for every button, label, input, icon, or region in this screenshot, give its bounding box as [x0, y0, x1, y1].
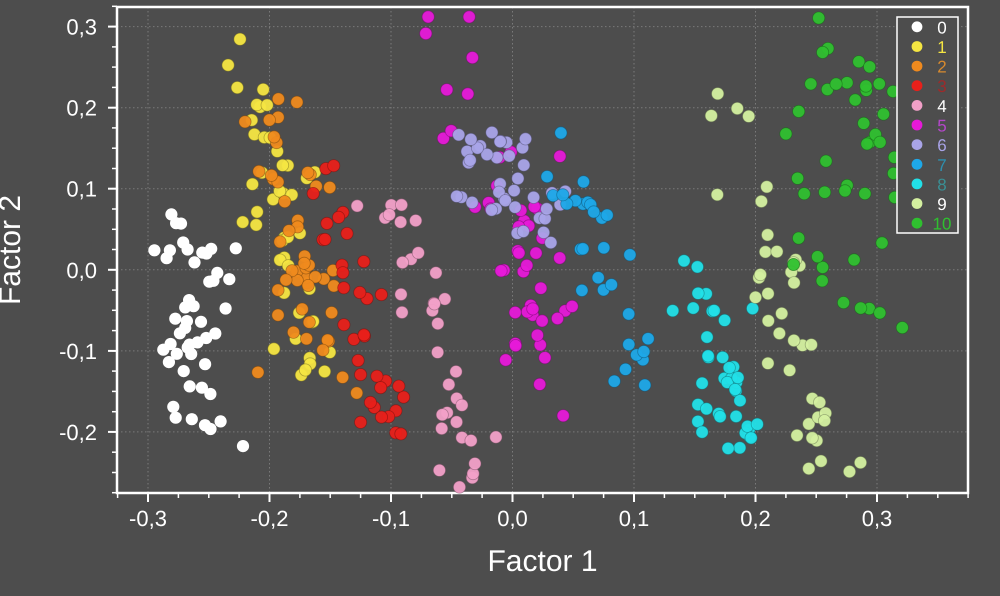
- svg-text:0,0: 0,0: [66, 258, 97, 283]
- svg-text:0,3: 0,3: [862, 506, 893, 531]
- svg-text:0: 0: [937, 18, 946, 37]
- svg-text:0,0: 0,0: [497, 506, 528, 531]
- svg-text:5: 5: [937, 117, 946, 136]
- svg-text:-0,2: -0,2: [251, 506, 289, 531]
- svg-text:8: 8: [937, 175, 946, 194]
- svg-text:0,3: 0,3: [66, 15, 97, 40]
- svg-text:-0,1: -0,1: [372, 506, 410, 531]
- svg-text:0,2: 0,2: [66, 96, 97, 121]
- svg-text:9: 9: [937, 195, 946, 214]
- svg-text:1: 1: [937, 38, 946, 57]
- svg-text:-0,3: -0,3: [129, 506, 167, 531]
- svg-text:10: 10: [933, 215, 952, 234]
- svg-text:2: 2: [937, 58, 946, 77]
- svg-text:-0,1: -0,1: [59, 339, 97, 364]
- svg-text:4: 4: [937, 97, 946, 116]
- svg-text:Factor 1: Factor 1: [487, 545, 597, 578]
- svg-text:-0,2: -0,2: [59, 420, 97, 445]
- svg-text:3: 3: [937, 77, 946, 96]
- svg-text:0,1: 0,1: [66, 177, 97, 202]
- svg-text:6: 6: [937, 136, 946, 155]
- svg-text:0,2: 0,2: [740, 506, 771, 531]
- svg-text:0,1: 0,1: [619, 506, 650, 531]
- svg-text:Factor 2: Factor 2: [0, 195, 27, 305]
- svg-text:7: 7: [937, 156, 946, 175]
